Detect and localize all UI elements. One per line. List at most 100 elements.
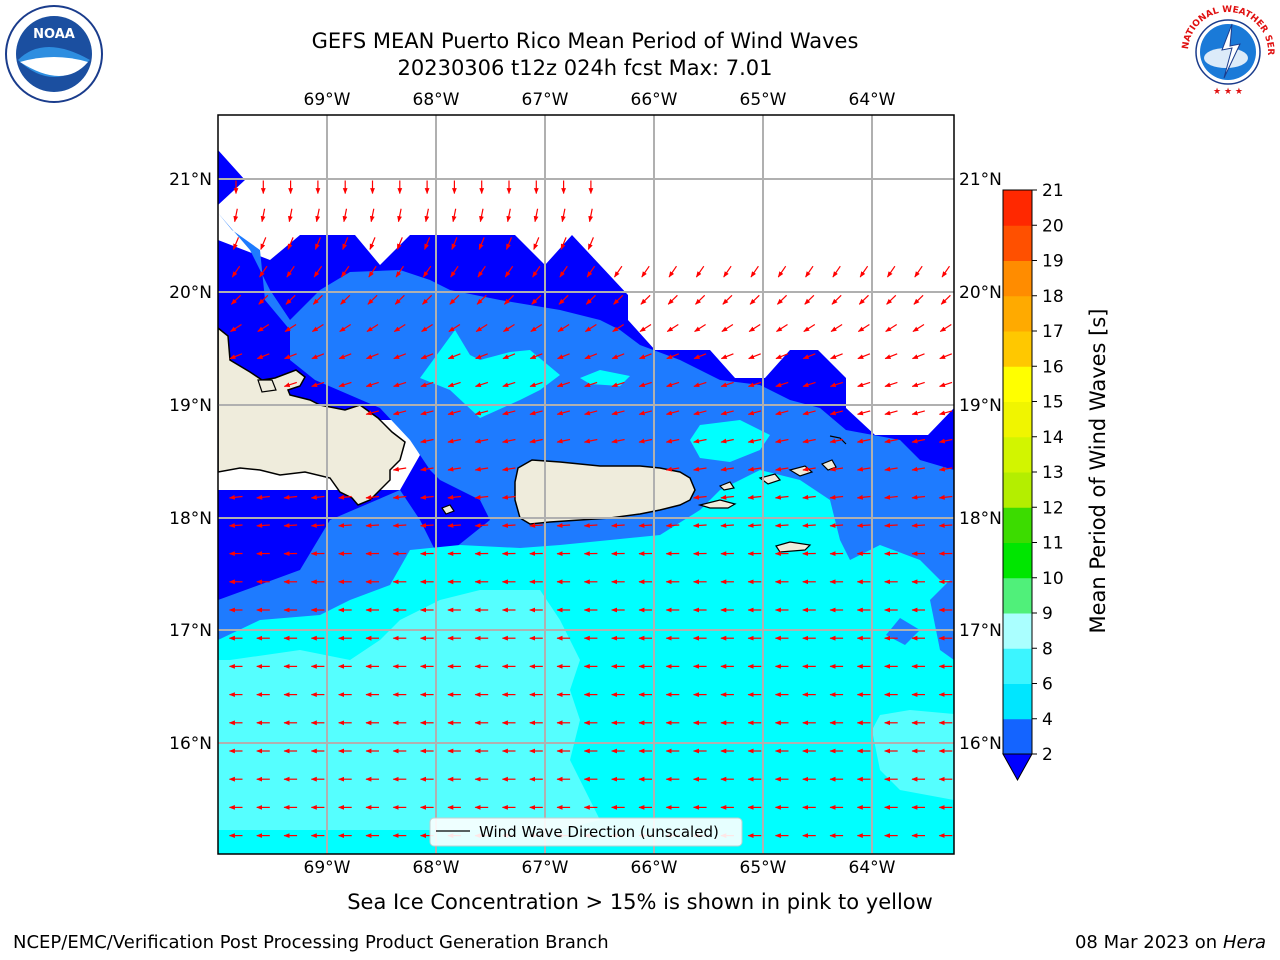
wind-wave-arrow xyxy=(369,237,376,250)
wind-wave-arrow xyxy=(529,410,543,416)
wind-wave-arrow xyxy=(911,410,925,416)
colorbar-segment xyxy=(1003,577,1032,614)
colorbar-segment xyxy=(1003,472,1032,508)
wind-wave-arrow xyxy=(310,494,325,500)
wind-wave-arrow xyxy=(397,208,402,223)
wind-wave-arrow xyxy=(884,494,898,500)
wind-wave-arrow xyxy=(283,494,298,500)
lon-label-top: 69°W xyxy=(304,90,351,110)
wind-wave-arrow xyxy=(803,323,816,333)
wind-wave-arrow xyxy=(638,381,652,388)
wind-wave-arrow xyxy=(422,294,433,305)
wind-wave-arrow xyxy=(913,294,924,305)
wind-wave-arrow xyxy=(529,523,543,528)
wind-wave-arrow xyxy=(228,494,243,500)
wind-wave-arrow xyxy=(641,265,650,278)
wind-wave-arrow xyxy=(693,438,707,444)
footer-date: 08 Mar 2023 on Hera xyxy=(1075,932,1266,953)
footer-date-text: 08 Mar 2023 on xyxy=(1074,932,1218,953)
wind-wave-arrow xyxy=(640,294,651,305)
wind-wave-arrow xyxy=(230,294,242,305)
wind-wave-arrow xyxy=(288,208,293,223)
wind-wave-arrow xyxy=(938,438,953,444)
lat-label-left: 19°N xyxy=(169,396,212,416)
wind-wave-arrow xyxy=(365,410,379,416)
wind-wave-arrows xyxy=(228,180,953,838)
wind-wave-arrow xyxy=(420,494,434,500)
wind-wave-arrow xyxy=(502,353,516,360)
wind-wave-arrow xyxy=(287,237,294,250)
wind-wave-arrow xyxy=(693,353,707,360)
wind-wave-arrow xyxy=(884,523,898,528)
wind-wave-arrow xyxy=(829,381,843,388)
wind-wave-arrow xyxy=(856,523,871,528)
wind-wave-arrow xyxy=(638,410,652,416)
wind-wave-arrow xyxy=(775,381,789,388)
svg-text:NOAA: NOAA xyxy=(33,27,75,42)
lon-label-bottom: 67°W xyxy=(522,858,569,878)
lat-label-left: 21°N xyxy=(169,170,212,190)
wind-wave-arrow xyxy=(420,410,434,416)
wind-wave-arrow xyxy=(286,265,295,278)
map-plot-area xyxy=(218,115,954,854)
wind-wave-arrow xyxy=(857,410,871,416)
wind-wave-arrow xyxy=(938,466,953,472)
colorbar-tick-label: 9 xyxy=(1042,604,1053,624)
colorbar-segment xyxy=(1003,648,1032,684)
wind-wave-arrow xyxy=(338,523,352,528)
wind-wave-arrow xyxy=(939,323,952,333)
wind-wave-arrow xyxy=(369,208,375,223)
wind-wave-arrow xyxy=(447,438,461,444)
wind-wave-arrow xyxy=(884,381,898,388)
wind-wave-arrow xyxy=(720,381,734,388)
wind-wave-arrow xyxy=(313,265,323,278)
wind-wave-arrow xyxy=(341,265,350,278)
wind-wave-arrow xyxy=(477,265,486,278)
wind-wave-arrow xyxy=(424,237,431,250)
wind-wave-arrow xyxy=(720,494,734,500)
wind-wave-arrow xyxy=(804,294,815,305)
wind-wave-arrow xyxy=(911,381,925,388)
wind-wave-arrow xyxy=(556,523,571,528)
wind-wave-arrow xyxy=(802,466,816,472)
wind-wave-arrow xyxy=(612,323,625,333)
wind-wave-arrow xyxy=(451,237,458,250)
chart-title: GEFS MEAN Puerto Rico Mean Period of Win… xyxy=(311,29,859,53)
wind-wave-arrow xyxy=(720,410,734,416)
lat-label-right: 17°N xyxy=(959,621,1002,641)
wind-wave-arrow xyxy=(829,410,844,416)
colorbar-tick-label: 6 xyxy=(1042,675,1053,695)
wind-wave-arrow xyxy=(693,494,707,500)
colorbar-label: Mean Period of Wind Waves [s] xyxy=(1086,309,1110,634)
wind-wave-arrow xyxy=(775,466,789,472)
wind-wave-arrow xyxy=(395,265,404,278)
wind-wave-arrow xyxy=(311,381,325,388)
wind-wave-arrow xyxy=(584,323,597,333)
wind-wave-arrow xyxy=(424,208,430,223)
wind-wave-arrow xyxy=(283,381,297,388)
wind-wave-arrow xyxy=(884,438,898,444)
lon-label-top: 68°W xyxy=(413,90,460,110)
wind-wave-arrow xyxy=(447,410,461,416)
wind-wave-arrow xyxy=(557,323,570,333)
wind-wave-arrow xyxy=(447,353,461,360)
wind-wave-arrow xyxy=(474,410,489,416)
wind-wave-arrow xyxy=(505,237,513,250)
wind-wave-arrow xyxy=(260,208,266,223)
wind-wave-arrow xyxy=(506,208,512,223)
wind-wave-arrow xyxy=(777,265,787,278)
wind-wave-arrow xyxy=(260,237,267,250)
wind-wave-arrow xyxy=(533,237,540,250)
colorbar-tick-label: 14 xyxy=(1042,428,1064,448)
wind-wave-arrow xyxy=(447,466,461,472)
wind-wave-arrow xyxy=(611,523,625,528)
colorbar-segment xyxy=(1003,295,1032,332)
wind-wave-arrow xyxy=(529,438,543,444)
wind-wave-arrow xyxy=(501,523,516,528)
wind-wave-arrow xyxy=(474,466,489,472)
wind-wave-arrow xyxy=(694,323,706,333)
wind-wave-arrow xyxy=(638,438,653,444)
wind-wave-arrow xyxy=(665,523,680,528)
wind-wave-arrow xyxy=(802,523,816,528)
wind-wave-arrow xyxy=(667,294,678,305)
